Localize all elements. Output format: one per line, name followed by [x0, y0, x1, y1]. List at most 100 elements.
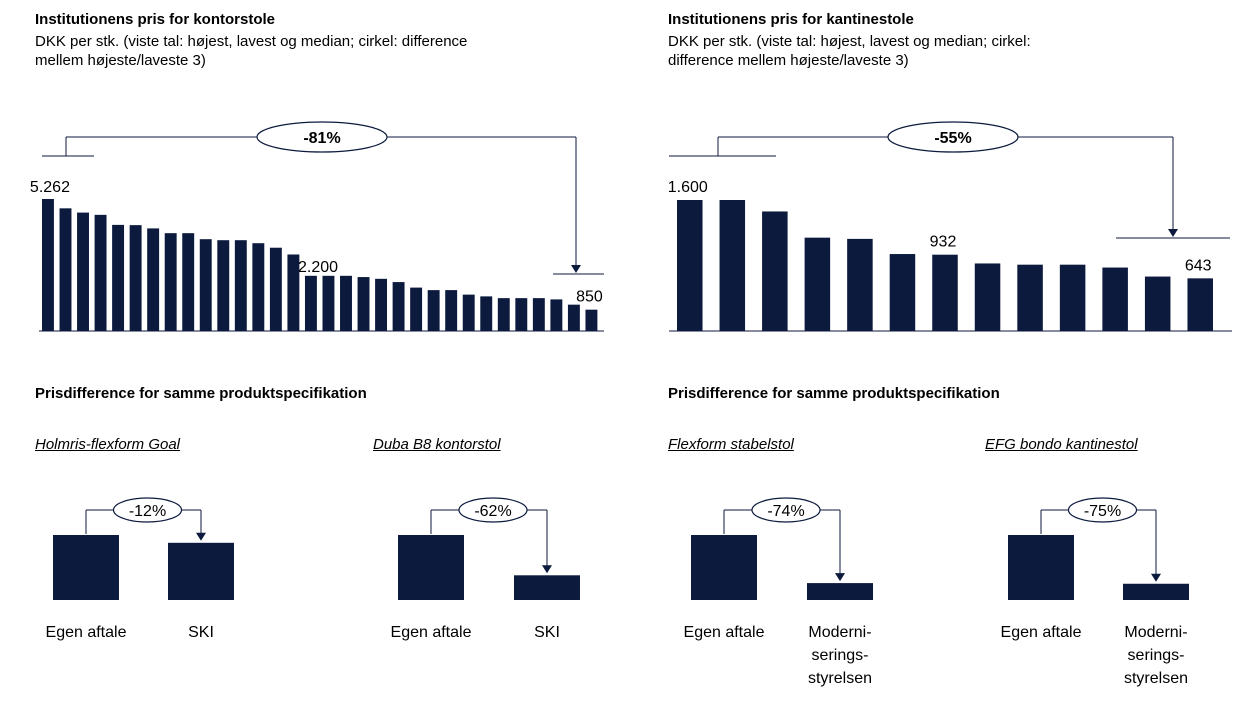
bar-kontorstole	[585, 309, 598, 331]
category-label-flexform: serings-	[812, 647, 869, 664]
difference-ellipse-efg-label: -75%	[1084, 503, 1121, 520]
category-label-efg: Moderni-	[1124, 624, 1187, 641]
difference-ellipse-flexform-label: -74%	[767, 503, 804, 520]
data-label-min-kantinestole: 643	[1185, 257, 1212, 274]
bar-duba	[398, 535, 464, 600]
left-panel-title: Institutionens pris for kontorstole	[35, 11, 276, 28]
bar-kontorstole	[445, 290, 458, 331]
chart-subtitle-flexform: Flexform stabelstol	[668, 436, 794, 453]
arrow-efg	[1151, 573, 1161, 582]
bar-kantinestole	[889, 254, 916, 331]
bar-kantinestole	[677, 200, 703, 331]
bar-kantinestole	[932, 254, 958, 331]
arrow-kontorstole	[571, 265, 581, 273]
data-label-max-kantinestole: 1.600	[668, 179, 708, 196]
bar-holmris	[53, 535, 119, 600]
bar-kantinestole	[1144, 276, 1171, 331]
difference-ellipse-kontorstole-label: -81%	[303, 130, 340, 147]
chart-subtitle-holmris: Holmris-flexform Goal	[35, 436, 181, 453]
category-label-flexform: Moderni-	[808, 624, 871, 641]
bar-kontorstole	[427, 290, 440, 331]
bar-kantinestole	[1187, 278, 1213, 331]
category-label-duba: SKI	[534, 624, 560, 641]
bar-kontorstole	[129, 225, 142, 331]
bar-kontorstole	[357, 277, 370, 331]
right-panel-subtitle-line1: DKK per stk. (viste tal: højest, lavest …	[668, 33, 1031, 50]
category-label-holmris: SKI	[188, 624, 214, 641]
difference-ellipse-efg	[1067, 497, 1138, 523]
bar-kantinestole	[804, 237, 831, 331]
bar-efg	[1123, 583, 1189, 600]
bar-kontorstole	[480, 296, 493, 331]
bar-kontorstole	[269, 247, 282, 331]
bar-kontorstole	[77, 212, 89, 331]
bar-kontorstole	[515, 298, 528, 331]
category-label-duba: Egen aftale	[391, 624, 472, 641]
left-panel-subtitle-line1: DKK per stk. (viste tal: højest, lavest …	[35, 33, 468, 50]
bar-kantinestole	[1017, 264, 1043, 331]
bar-kantinestole	[974, 263, 1001, 331]
bar-kontorstole	[304, 275, 317, 331]
right-panel-subtitle-line2: difference mellem højeste/laveste 3)	[668, 52, 909, 69]
bar-efg	[1008, 535, 1074, 600]
bar-flexform	[691, 535, 757, 600]
difference-ellipse-kantinestole	[887, 121, 1019, 153]
difference-ellipse-holmris-label: -12%	[129, 503, 166, 520]
arrow-holmris	[196, 532, 206, 541]
arrow-kantinestole	[1168, 229, 1178, 237]
difference-ellipse-duba-label: -62%	[474, 503, 511, 520]
difference-ellipse-holmris	[112, 497, 183, 523]
bar-holmris	[168, 542, 234, 600]
bar-kontorstole	[322, 275, 335, 331]
bar-kontorstole	[182, 233, 195, 331]
chart-subtitle-efg: EFG bondo kantinestol	[985, 436, 1138, 453]
bar-kontorstole	[147, 228, 160, 331]
bar-kontorstole	[497, 298, 510, 331]
category-label-efg: styrelsen	[1124, 670, 1188, 687]
bottom-right-title: Prisdifference for samme produktspecifik…	[668, 385, 1000, 402]
bar-kontorstole	[112, 224, 125, 331]
category-label-flexform: Egen aftale	[684, 624, 765, 641]
difference-ellipse-kantinestole-label: -55%	[934, 130, 971, 147]
bar-kontorstole	[217, 240, 230, 331]
data-label-min-kontorstole: 850	[576, 289, 603, 306]
bar-duba	[514, 575, 580, 600]
right-panel-subtitle: DKK per stk. (viste tal: højest, lavest …	[668, 32, 1031, 70]
bar-kontorstole	[42, 199, 54, 331]
bar-kontorstole	[462, 294, 475, 331]
bar-kontorstole	[199, 239, 212, 331]
category-label-efg: Egen aftale	[1001, 624, 1082, 641]
category-label-efg: serings-	[1128, 647, 1185, 664]
bar-kantinestole	[719, 200, 746, 331]
bar-kontorstole	[252, 243, 265, 331]
bar-kontorstole	[532, 298, 545, 331]
arrow-flexform	[835, 573, 845, 582]
bar-flexform	[807, 583, 873, 600]
bottom-left-title: Prisdifference for samme produktspecifik…	[35, 385, 367, 402]
bar-kantinestole	[847, 238, 873, 331]
category-label-holmris: Egen aftale	[46, 624, 127, 641]
bar-kantinestole	[1059, 264, 1086, 331]
bar-kontorstole	[340, 275, 352, 331]
bar-kontorstole	[164, 233, 177, 331]
right-panel-title: Institutionens pris for kantinestole	[668, 11, 914, 28]
chart-subtitle-duba: Duba B8 kontorstol	[373, 436, 501, 453]
bar-kantinestole	[762, 211, 788, 331]
bar-kontorstole	[410, 287, 423, 331]
data-label-median-kantinestole: 932	[930, 234, 957, 251]
bar-kontorstole	[287, 254, 300, 331]
left-panel-subtitle: DKK per stk. (viste tal: højest, lavest …	[35, 32, 467, 70]
difference-ellipse-duba	[458, 497, 528, 523]
left-panel-subtitle-line2: mellem højeste/laveste 3)	[35, 52, 206, 69]
data-label-median-kontorstole: 2.200	[298, 259, 338, 276]
category-label-flexform: styrelsen	[808, 670, 872, 687]
bar-kontorstole	[234, 240, 247, 331]
bar-kontorstole	[59, 208, 72, 331]
difference-ellipse-flexform	[751, 497, 821, 523]
difference-ellipse-kontorstole	[256, 121, 388, 153]
bar-kontorstole	[550, 299, 563, 331]
bar-kontorstole	[94, 214, 107, 331]
bar-kontorstole	[375, 278, 388, 331]
arrow-duba	[542, 565, 552, 574]
